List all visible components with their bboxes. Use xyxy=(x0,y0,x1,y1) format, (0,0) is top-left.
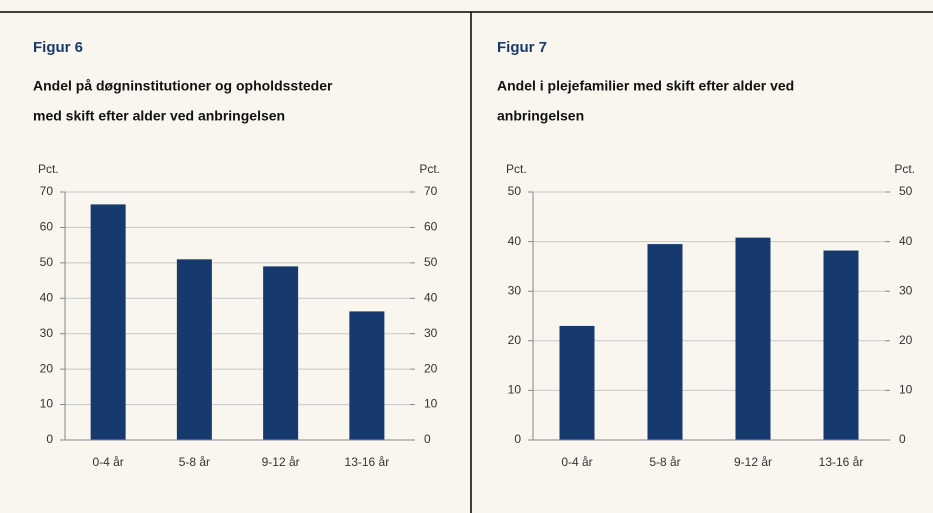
y-tick-label: 30 xyxy=(40,326,54,340)
chart-title: med skift efter alder ved anbringelsen xyxy=(33,108,285,124)
y2-tick-label: 50 xyxy=(424,255,438,269)
bar xyxy=(90,204,126,440)
x-tick-label: 13-16 år xyxy=(819,455,864,469)
figure-label: Figur 6 xyxy=(33,39,83,56)
x-tick-label: 5-8 år xyxy=(649,455,680,469)
y-axis-label: Pct. xyxy=(506,162,527,176)
x-tick-label: 9-12 år xyxy=(734,455,772,469)
bar xyxy=(559,325,595,440)
y-tick-label: 0 xyxy=(46,432,53,446)
y-tick-label: 20 xyxy=(40,361,54,375)
figure-label: Figur 7 xyxy=(497,39,547,56)
y-tick-label: 50 xyxy=(40,255,54,269)
x-tick-label: 0-4 år xyxy=(561,455,592,469)
y2-tick-label: 30 xyxy=(424,326,438,340)
y2-tick-label: 50 xyxy=(899,184,913,198)
y2-axis-label: Pct. xyxy=(419,162,440,176)
bar xyxy=(647,244,683,440)
x-tick-label: 0-4 år xyxy=(92,455,123,469)
y2-axis-label: Pct. xyxy=(894,162,915,176)
y-tick-label: 10 xyxy=(40,397,54,411)
y2-tick-label: 40 xyxy=(899,234,913,248)
y2-tick-label: 10 xyxy=(424,397,438,411)
bar xyxy=(176,259,212,440)
x-tick-label: 9-12 år xyxy=(262,455,300,469)
y-tick-label: 40 xyxy=(508,234,522,248)
y-tick-label: 70 xyxy=(40,184,54,198)
y2-tick-label: 60 xyxy=(424,220,438,234)
chart-title: Andel på døgninstitutioner og opholdsste… xyxy=(33,78,333,94)
y-tick-label: 40 xyxy=(40,290,54,304)
y2-tick-label: 40 xyxy=(424,290,438,304)
y2-tick-label: 30 xyxy=(899,283,913,297)
y-tick-label: 30 xyxy=(508,283,522,297)
y-tick-label: 0 xyxy=(514,432,521,446)
bar xyxy=(735,237,771,440)
y2-tick-label: 70 xyxy=(424,184,438,198)
y-tick-label: 50 xyxy=(508,184,522,198)
bar xyxy=(349,311,385,440)
x-tick-label: 5-8 år xyxy=(179,455,210,469)
chart-title: anbringelsen xyxy=(497,108,584,124)
bar xyxy=(823,250,859,440)
y-tick-label: 10 xyxy=(508,383,522,397)
bar xyxy=(263,266,299,440)
y-tick-label: 20 xyxy=(508,333,522,347)
y2-tick-label: 0 xyxy=(899,432,906,446)
x-tick-label: 13-16 år xyxy=(345,455,390,469)
y2-tick-label: 10 xyxy=(899,383,913,397)
y-tick-label: 60 xyxy=(40,220,54,234)
y2-tick-label: 0 xyxy=(424,432,431,446)
y-axis-label: Pct. xyxy=(38,162,59,176)
chart-title: Andel i plejefamilier med skift efter al… xyxy=(497,78,794,94)
y2-tick-label: 20 xyxy=(424,361,438,375)
y2-tick-label: 20 xyxy=(899,333,913,347)
